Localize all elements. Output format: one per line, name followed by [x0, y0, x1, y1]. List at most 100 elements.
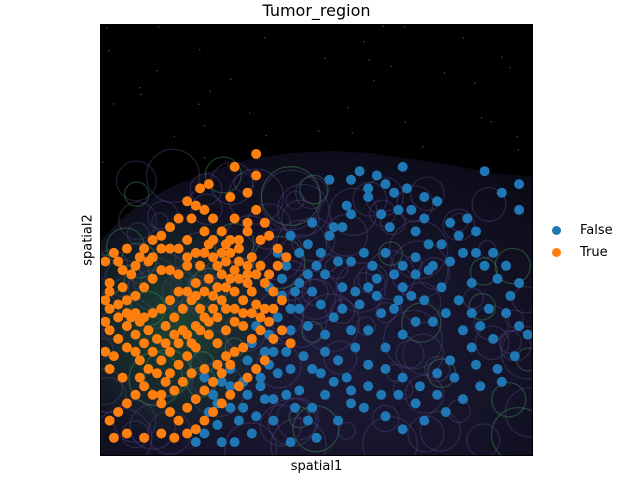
scatter-point-false: [246, 428, 257, 439]
scatter-point-true: [182, 286, 193, 297]
scatter-point-true: [259, 303, 270, 314]
scatter-point-true: [169, 385, 180, 396]
scatter-point-false: [242, 389, 253, 400]
background-speck: [139, 86, 142, 89]
legend: False True: [552, 219, 613, 263]
scatter-point-false: [389, 303, 400, 314]
scatter-point-false: [462, 213, 473, 224]
tissue-cell-outline: [101, 368, 124, 406]
tissue-cell-outline: [355, 316, 376, 337]
tissue-cell-outline: [129, 403, 177, 450]
scatter-point-false: [363, 359, 374, 370]
scatter-point-false: [492, 273, 503, 284]
scatter-point-true: [233, 243, 244, 254]
scatter-point-false: [320, 389, 331, 400]
scatter-point-true: [259, 355, 270, 366]
scatter-point-true: [233, 235, 244, 245]
tissue-cell-outline: [504, 387, 532, 438]
tissue-cell-outline: [104, 259, 143, 298]
scatter-point-false: [216, 437, 227, 448]
tissue-cell-outline: [145, 148, 201, 203]
tissue-cell-outline: [352, 181, 388, 217]
tissue-cell-outline: [223, 422, 278, 455]
scatter-point-true: [121, 342, 132, 353]
scatter-point-false: [333, 256, 344, 267]
tissue-cell-outline: [389, 220, 449, 280]
background-speck: [403, 26, 406, 28]
scatter-point-true: [173, 286, 184, 297]
tissue-cell-outline: [409, 176, 445, 212]
scatter-point-false: [328, 222, 339, 233]
scatter-point-true: [173, 213, 184, 224]
scatter-point-true: [233, 381, 244, 392]
tissue-cell-outline: [396, 185, 434, 223]
scatter-point-true: [216, 398, 227, 409]
scatter-point-true: [186, 213, 197, 224]
scatter-point-true: [225, 192, 236, 202]
scatter-point-true: [221, 351, 231, 362]
scatter-point-false: [419, 213, 430, 224]
scatter-point-true: [208, 252, 219, 263]
scatter-point-false: [397, 329, 408, 340]
tissue-cell-outline: [277, 183, 330, 237]
scatter-point-false: [277, 273, 287, 284]
scatter-point-false: [324, 230, 335, 241]
tissue-cell-outline: [404, 374, 445, 414]
background-speck: [140, 93, 142, 96]
scatter-point-true: [229, 213, 240, 224]
scatter-point-true: [108, 432, 119, 443]
tissue-cell-outline: [329, 298, 356, 324]
tissue-cell-outline: [469, 257, 499, 286]
scatter-point-false: [475, 381, 486, 392]
background-speck: [230, 78, 232, 80]
tissue-cell-outline: [402, 333, 444, 376]
scatter-point-false: [315, 299, 326, 310]
scatter-point-false: [354, 166, 365, 177]
scatter-point-true: [285, 338, 296, 349]
scatter-point-false: [419, 295, 430, 306]
scatter-point-true: [147, 346, 158, 357]
scatter-point-false: [410, 316, 421, 327]
scatter-point-false: [479, 166, 490, 177]
scatter-point-false: [514, 321, 525, 331]
scatter-point-true: [251, 269, 262, 280]
scatter-point-true: [221, 303, 231, 314]
scatter-point-true: [190, 247, 201, 258]
tissue-cell-outline: [151, 212, 169, 230]
scatter-point-true: [203, 273, 214, 284]
scatter-point-true: [117, 282, 128, 293]
scatter-point-true: [104, 286, 115, 297]
scatter-point-false: [402, 183, 412, 194]
scatter-point-false: [302, 269, 313, 280]
scatter-point-true: [199, 286, 210, 297]
scatter-point-true: [130, 329, 141, 340]
tissue-cell-outline: [101, 337, 114, 360]
scatter-point-true: [242, 187, 253, 198]
scatter-point-false: [333, 355, 344, 366]
scatter-point-true: [104, 303, 115, 314]
scatter-point-true: [173, 359, 184, 370]
scatter-point-true: [264, 230, 275, 241]
tissue-cell-outline: [123, 181, 150, 207]
background-speck: [474, 82, 476, 84]
scatter-point-true: [195, 303, 206, 314]
scatter-point-false: [307, 217, 318, 228]
scatter-point-true: [190, 200, 201, 211]
scatter-point-true: [238, 321, 249, 331]
scatter-point-false: [376, 209, 387, 220]
scatter-point-true: [165, 222, 175, 233]
background-speck: [373, 79, 375, 82]
scatter-point-false: [320, 346, 331, 357]
scatter-point-true: [169, 329, 180, 340]
scatter-point-false: [419, 415, 430, 426]
tissue-cell-outline: [490, 381, 527, 418]
scatter-point-false: [242, 355, 253, 366]
scatter-point-true: [165, 295, 175, 306]
scatter-point-false: [514, 179, 525, 190]
scatter-point-true: [259, 278, 270, 288]
scatter-point-false: [380, 411, 391, 422]
scatter-point-true: [130, 389, 141, 400]
scatter-point-false: [337, 282, 348, 293]
tissue-cell-outline: [287, 270, 342, 325]
scatter-point-false: [324, 174, 335, 185]
